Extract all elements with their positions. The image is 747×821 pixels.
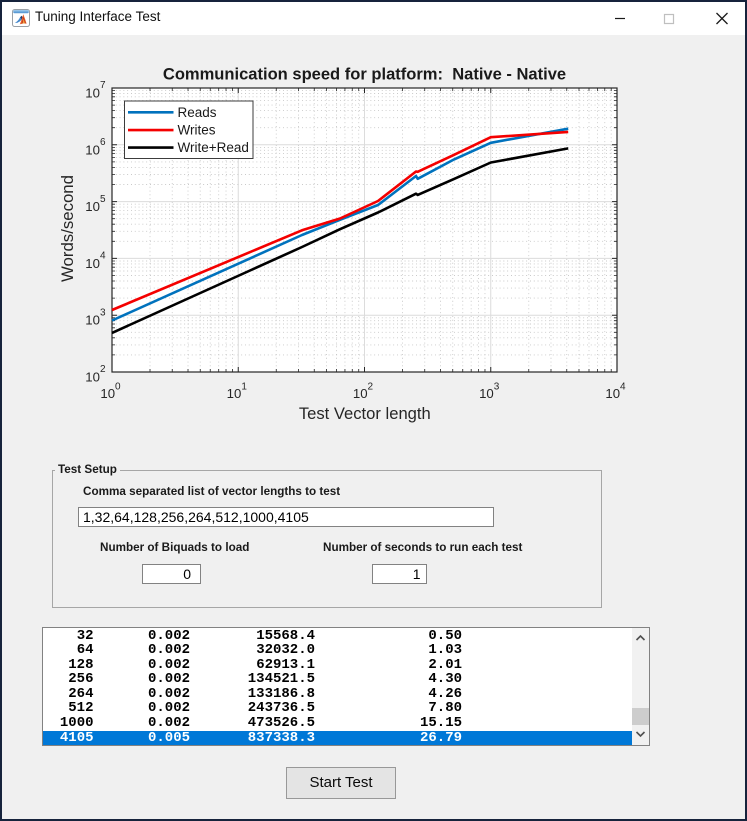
svg-text:107: 107 (85, 80, 106, 100)
svg-text:103: 103 (479, 382, 500, 401)
svg-text:104: 104 (85, 251, 106, 271)
svg-text:Write+Read: Write+Read (178, 140, 249, 155)
svg-text:104: 104 (605, 382, 626, 401)
svg-text:Writes: Writes (178, 123, 216, 138)
svg-text:Reads: Reads (178, 105, 217, 120)
svg-text:103: 103 (85, 307, 106, 327)
svg-text:100: 100 (100, 382, 121, 401)
svg-text:105: 105 (85, 194, 106, 214)
svg-text:Words/second: Words/second (58, 175, 77, 282)
svg-text:106: 106 (85, 137, 106, 157)
svg-text:Test Vector length: Test Vector length (299, 404, 431, 423)
svg-text:101: 101 (227, 382, 248, 401)
svg-text:102: 102 (353, 382, 374, 401)
svg-text:102: 102 (85, 364, 106, 384)
svg-text:Communication speed for platfo: Communication speed for platform: Native… (163, 65, 566, 84)
